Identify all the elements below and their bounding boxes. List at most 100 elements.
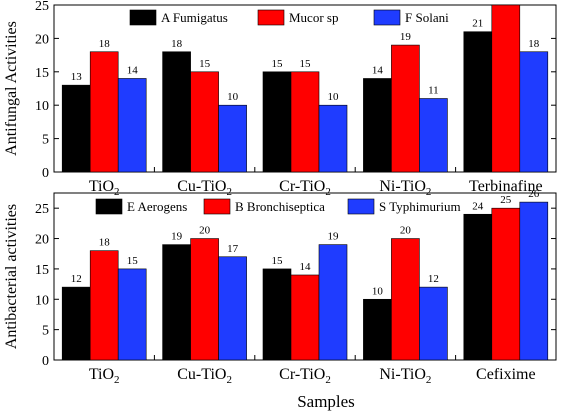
x-tick-label: Cr-TiO2 <box>279 366 331 386</box>
legend-label: E Aerogens <box>127 199 187 214</box>
legend-label: F Solani <box>405 10 449 25</box>
legend-swatch <box>373 9 401 26</box>
bar <box>89 250 119 361</box>
legend-label: S Typhimurium <box>379 199 461 214</box>
bar <box>218 256 247 361</box>
bar <box>262 268 292 361</box>
y-axis-title: Antibacterial activities <box>3 204 20 349</box>
data-label: 19 <box>328 231 340 243</box>
legend-swatch <box>95 198 123 215</box>
y-tick-label: 5 <box>42 324 49 339</box>
data-label: 18 <box>99 38 111 50</box>
data-label: 15 <box>300 58 312 70</box>
x-tick-label: Ni-TiO2 <box>379 178 431 198</box>
data-label: 18 <box>528 38 540 50</box>
bar <box>190 238 219 361</box>
bar <box>117 78 147 173</box>
legend-label: Mucor sp <box>289 10 338 25</box>
bar <box>290 71 320 173</box>
bar <box>419 98 448 173</box>
bar <box>61 84 91 173</box>
data-label: 15 <box>272 255 284 267</box>
x-tick-label: Cr-TiO2 <box>279 178 331 198</box>
data-label: 10 <box>227 91 239 103</box>
data-label: 24 <box>472 200 484 212</box>
y-tick-label: 10 <box>35 99 49 114</box>
x-tick-label: TiO2 <box>89 178 120 198</box>
bar <box>162 51 191 173</box>
data-label: 11 <box>428 85 439 97</box>
bar <box>419 286 448 361</box>
legend-swatch <box>347 198 375 215</box>
y-tick-label: 25 <box>35 202 49 217</box>
bar <box>391 238 420 361</box>
y-axis-title: Antifungal Activities <box>3 21 20 156</box>
x-tick-label: Terbinafine <box>469 178 543 195</box>
bar <box>262 71 292 173</box>
data-label: 15 <box>199 58 211 70</box>
bar <box>318 104 348 173</box>
bar <box>519 51 549 173</box>
bar <box>391 44 420 173</box>
legend-label: A Fumigatus <box>161 10 228 25</box>
data-label: 19 <box>171 231 183 243</box>
legend-swatch <box>257 9 285 26</box>
legend-swatch <box>203 198 231 215</box>
bar <box>318 244 348 361</box>
data-label: 25 <box>500 194 512 206</box>
data-label: 18 <box>99 237 111 249</box>
bar <box>519 201 549 361</box>
bar <box>491 4 521 173</box>
data-label: 10 <box>328 91 340 103</box>
data-label: 14 <box>127 64 139 76</box>
data-label: 12 <box>428 273 439 285</box>
data-label: 13 <box>71 71 83 83</box>
y-tick-label: 5 <box>42 133 49 148</box>
y-tick-label: 15 <box>35 263 49 278</box>
x-tick-label: Ni-TiO2 <box>379 366 431 386</box>
bar <box>363 298 392 361</box>
bar <box>463 31 493 173</box>
bar <box>162 244 191 361</box>
y-tick-label: 10 <box>35 293 49 308</box>
data-label: 20 <box>400 225 412 237</box>
y-tick-label: 0 <box>42 354 49 369</box>
legend-swatch <box>129 9 157 26</box>
x-tick-label: Cu-TiO2 <box>177 366 232 386</box>
y-tick-label: 25 <box>35 0 49 14</box>
data-label: 19 <box>400 31 412 43</box>
y-tick-label: 0 <box>42 166 49 181</box>
bar <box>463 213 493 361</box>
data-label: 14 <box>300 261 312 273</box>
data-label: 10 <box>372 285 384 297</box>
data-label: 15 <box>272 58 284 70</box>
bar <box>89 51 119 173</box>
bar <box>218 104 247 173</box>
data-label: 12 <box>71 273 82 285</box>
bar <box>491 207 521 361</box>
bar <box>290 274 320 361</box>
data-label: 14 <box>372 64 384 76</box>
data-label: 21 <box>472 18 483 30</box>
data-label: 17 <box>227 243 239 255</box>
antifungal-panel: 0 5 10 15 20 25 Antifungal Activities 13 18 14 TiO… <box>3 0 557 198</box>
data-label: 26 <box>528 188 540 200</box>
bar <box>117 268 147 361</box>
antibacterial-panel: 0 5 10 15 20 25 Antibacterial activities 12 18 15… <box>3 188 557 386</box>
bar <box>61 286 91 361</box>
data-label: 20 <box>199 225 211 237</box>
x-tick-label: TiO2 <box>89 366 120 386</box>
legend-label: B Bronchiseptica <box>235 199 325 214</box>
data-label: 25 <box>500 0 512 3</box>
x-tick-label: Cefixime <box>476 366 536 383</box>
y-tick-label: 15 <box>35 66 49 81</box>
x-axis-title: Samples <box>297 392 355 411</box>
y-tick-label: 20 <box>35 32 49 47</box>
y-tick-label: 20 <box>35 233 49 248</box>
bar <box>363 78 392 173</box>
data-label: 18 <box>171 38 183 50</box>
bar <box>190 71 219 173</box>
data-label: 15 <box>127 255 139 267</box>
x-tick-label: Cu-TiO2 <box>177 178 232 198</box>
